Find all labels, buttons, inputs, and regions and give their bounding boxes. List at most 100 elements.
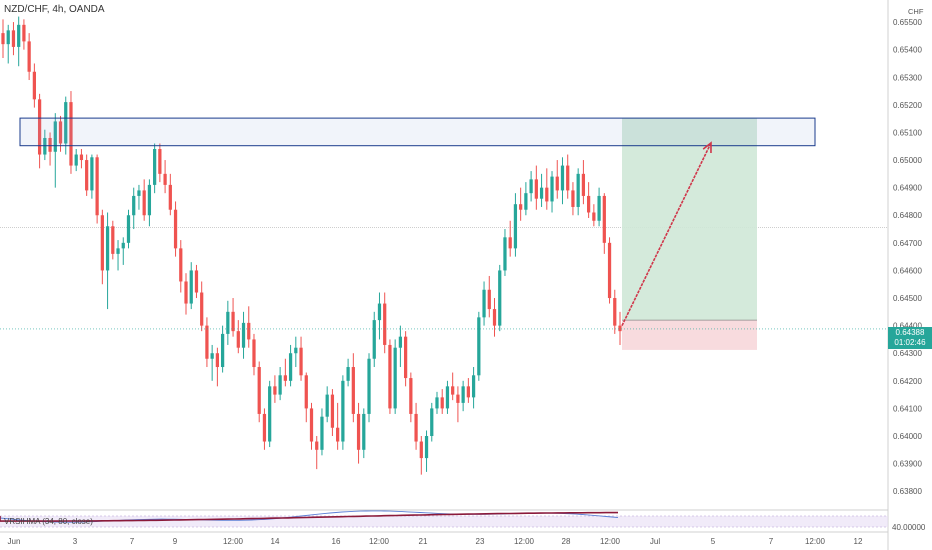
candle (356, 402, 361, 464)
candle-body (69, 102, 73, 166)
candle-body (534, 179, 538, 199)
candle (200, 281, 204, 332)
y-tick-label: 0.65200 (893, 101, 922, 110)
x-tick-label: 12:00 (600, 537, 621, 546)
candle-body (336, 427, 340, 442)
candle-body (116, 248, 120, 254)
candle (168, 173, 172, 216)
candle (315, 436, 319, 470)
candle-body (383, 303, 387, 345)
candle (560, 157, 565, 205)
candle (451, 372, 455, 401)
candle-body (173, 209, 178, 249)
candle-body (372, 320, 376, 359)
candle (367, 353, 371, 423)
oscillator-label: VRSIHMA (34, 80, close) (4, 517, 93, 526)
target-arrowhead (702, 141, 712, 153)
x-tick-label: 28 (562, 537, 571, 546)
candle-body (79, 154, 84, 161)
candle (534, 165, 538, 210)
candle (85, 154, 89, 196)
candle (79, 149, 84, 169)
candle-body (414, 413, 418, 442)
candle-body (435, 397, 439, 409)
x-tick-label: 12:00 (805, 537, 826, 546)
candle-body (37, 99, 42, 155)
oscillator-slow-line (0, 511, 618, 522)
x-tick-label: Jun (8, 537, 21, 546)
x-tick-label: 12:00 (369, 537, 390, 546)
candle (1, 19, 5, 58)
candle-body (325, 394, 329, 417)
candle (555, 160, 559, 199)
y-tick-label: 0.64900 (893, 184, 922, 193)
candle-body (153, 149, 157, 185)
candle-body (445, 386, 450, 409)
candle (299, 336, 303, 381)
y-tick-label: 0.64300 (893, 349, 922, 358)
candle (179, 240, 183, 293)
candle-body (262, 413, 267, 442)
y-tick-label: 0.64500 (893, 294, 922, 303)
candle (393, 339, 397, 414)
profit-zone (622, 118, 757, 321)
candle (330, 389, 335, 437)
candle-body (466, 386, 470, 398)
candle (581, 160, 586, 205)
candle-body (398, 336, 403, 348)
candle (492, 298, 497, 337)
candle (173, 201, 178, 257)
candle-body (545, 187, 549, 202)
candle (53, 113, 57, 188)
candle (377, 292, 382, 340)
x-tick-label: 12 (854, 537, 863, 546)
last-price-value: 0.64388 (895, 328, 925, 337)
candle-body (451, 386, 455, 395)
y-tick-label: 0.64200 (893, 377, 922, 386)
x-tick-label: Jul (650, 537, 660, 546)
candle-body (278, 375, 282, 395)
candle-body (100, 215, 104, 271)
candle (27, 33, 31, 81)
candle-body (602, 195, 606, 243)
y-tick-label: 0.64700 (893, 239, 922, 248)
candle-body (283, 375, 287, 381)
candle (48, 132, 52, 166)
candle-body (320, 416, 324, 450)
candle-body (294, 347, 298, 354)
candle-body (27, 41, 31, 72)
candle (435, 391, 439, 414)
loss-zone (622, 320, 757, 350)
candle-body (189, 270, 193, 304)
candle (550, 171, 554, 213)
candle (545, 168, 549, 210)
candle-body (236, 331, 240, 348)
y-tick-label: 0.63900 (893, 460, 922, 469)
bar-countdown: 01:02:46 (894, 338, 926, 347)
candle (587, 182, 591, 219)
candle (231, 298, 235, 337)
candle-body (539, 187, 544, 199)
candle (147, 179, 152, 227)
candle (205, 317, 209, 368)
candle-body (492, 309, 497, 326)
candle (618, 311, 622, 345)
candle-body (477, 317, 481, 376)
resistance-zone (19, 117, 816, 147)
candle-body (351, 367, 355, 414)
candle (461, 380, 465, 412)
candle-body (519, 204, 523, 210)
axis-unit-label: CHF (908, 7, 924, 16)
y-tick-label: 0.64400 (893, 322, 922, 331)
candle (409, 372, 413, 423)
candle (257, 361, 261, 423)
candle-body (90, 157, 94, 191)
candle (440, 389, 444, 414)
candle (341, 375, 345, 450)
candle (74, 149, 78, 172)
candle (424, 430, 429, 472)
candle (597, 187, 601, 227)
oscillator-level-label: 40.00000 (892, 523, 926, 532)
candle-body (388, 344, 392, 409)
